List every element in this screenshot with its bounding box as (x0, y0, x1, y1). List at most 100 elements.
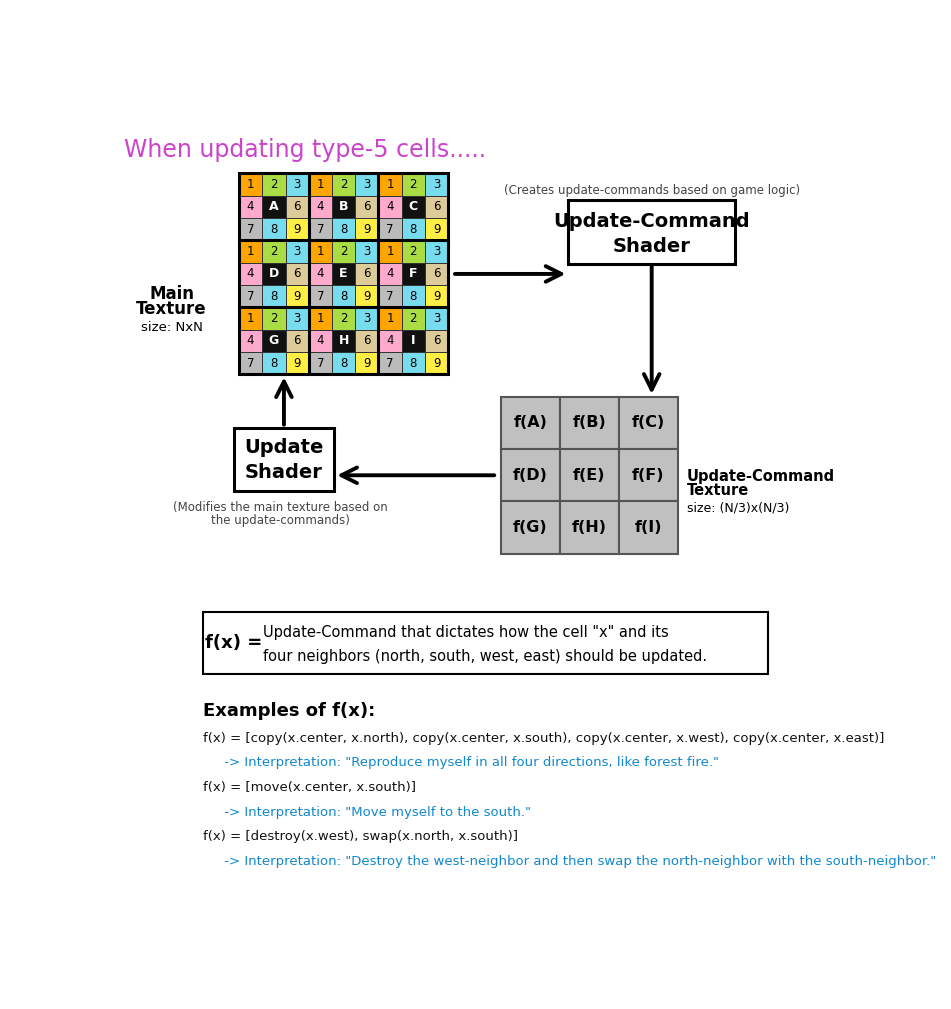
Text: 3: 3 (294, 179, 301, 191)
Bar (239, 308, 262, 330)
Bar (239, 330, 262, 352)
Bar (285, 352, 309, 374)
Text: D: D (269, 267, 279, 281)
Bar (203, 612, 768, 674)
Text: 1: 1 (247, 245, 254, 258)
Bar (356, 240, 378, 262)
Text: f(H): f(H) (572, 521, 607, 535)
Bar (332, 240, 356, 262)
Bar (378, 352, 401, 374)
Text: f(D): f(D) (513, 468, 548, 482)
Text: f(B): f(B) (573, 416, 606, 431)
Bar (356, 352, 378, 374)
Bar (332, 174, 356, 196)
Bar (262, 174, 285, 196)
Bar (332, 218, 356, 240)
Bar (285, 218, 309, 240)
Text: 1: 1 (386, 245, 394, 258)
Text: Shader: Shader (612, 237, 690, 256)
Text: 2: 2 (340, 312, 347, 325)
Bar (401, 218, 425, 240)
Text: 7: 7 (247, 290, 254, 303)
Bar (309, 240, 332, 262)
Text: f(C): f(C) (631, 416, 665, 431)
Text: 4: 4 (386, 334, 394, 347)
Text: 9: 9 (433, 223, 440, 236)
Text: Update-Command that dictates how the cell "x" and its: Update-Command that dictates how the cel… (263, 625, 669, 640)
Bar (309, 218, 332, 240)
Bar (262, 308, 285, 330)
Text: 8: 8 (270, 357, 278, 369)
Text: Update: Update (244, 438, 323, 457)
Bar (332, 262, 356, 286)
Bar (569, 201, 735, 263)
Bar (285, 330, 309, 352)
Text: A: A (269, 201, 279, 214)
Bar (560, 397, 619, 449)
Text: f(I): f(I) (634, 521, 662, 535)
Text: 8: 8 (270, 290, 278, 303)
Text: 9: 9 (433, 290, 440, 303)
Bar (619, 501, 678, 554)
Bar (378, 330, 401, 352)
Bar (309, 286, 332, 308)
Text: 3: 3 (363, 179, 371, 191)
Bar (425, 352, 448, 374)
Bar (332, 286, 356, 308)
Bar (262, 352, 285, 374)
Text: four neighbors (north, south, west, east) should be updated.: four neighbors (north, south, west, east… (263, 650, 708, 665)
Text: 1: 1 (247, 312, 254, 325)
Text: 6: 6 (293, 201, 301, 214)
Bar (425, 286, 448, 308)
Text: 6: 6 (363, 201, 371, 214)
Bar (401, 240, 425, 262)
Bar (332, 196, 356, 218)
Text: 2: 2 (410, 312, 417, 325)
Text: 3: 3 (433, 245, 440, 258)
Text: 8: 8 (340, 223, 347, 236)
Text: 1: 1 (317, 245, 324, 258)
Bar (378, 196, 401, 218)
Text: 3: 3 (363, 245, 371, 258)
Bar (285, 262, 309, 286)
Text: f(F): f(F) (632, 468, 665, 482)
Text: f(x) =: f(x) = (205, 634, 262, 652)
Bar (378, 240, 401, 262)
Bar (239, 218, 262, 240)
Text: (Modifies the main texture based on: (Modifies the main texture based on (173, 501, 387, 515)
Bar (309, 308, 332, 330)
Bar (309, 352, 332, 374)
Text: -> Interpretation: "Move myself to the south.": -> Interpretation: "Move myself to the s… (203, 805, 531, 818)
Text: 7: 7 (317, 223, 324, 236)
Bar (239, 352, 262, 374)
Bar (285, 240, 309, 262)
Text: 8: 8 (340, 357, 347, 369)
Bar (378, 286, 401, 308)
Bar (239, 174, 448, 374)
Text: 7: 7 (386, 290, 394, 303)
Text: 3: 3 (433, 312, 440, 325)
Bar (262, 218, 285, 240)
Text: 4: 4 (317, 334, 324, 347)
Text: 2: 2 (270, 179, 278, 191)
Text: 1: 1 (317, 179, 324, 191)
Bar (501, 501, 560, 554)
Bar (356, 174, 378, 196)
Text: 1: 1 (317, 312, 324, 325)
Text: 9: 9 (293, 290, 301, 303)
Text: 9: 9 (293, 357, 301, 369)
Text: f(A): f(A) (514, 416, 548, 431)
Bar (309, 196, 332, 218)
Text: E: E (340, 267, 348, 281)
Bar (285, 308, 309, 330)
Bar (401, 286, 425, 308)
Bar (425, 240, 448, 262)
Bar (285, 286, 309, 308)
Bar (239, 240, 262, 262)
Text: 1: 1 (247, 179, 254, 191)
Text: Texture: Texture (136, 300, 207, 318)
Bar (425, 218, 448, 240)
Text: -> Interpretation: "Reproduce myself in all four directions, like forest fire.": -> Interpretation: "Reproduce myself in … (203, 757, 719, 769)
Bar (309, 262, 332, 286)
Bar (262, 196, 285, 218)
